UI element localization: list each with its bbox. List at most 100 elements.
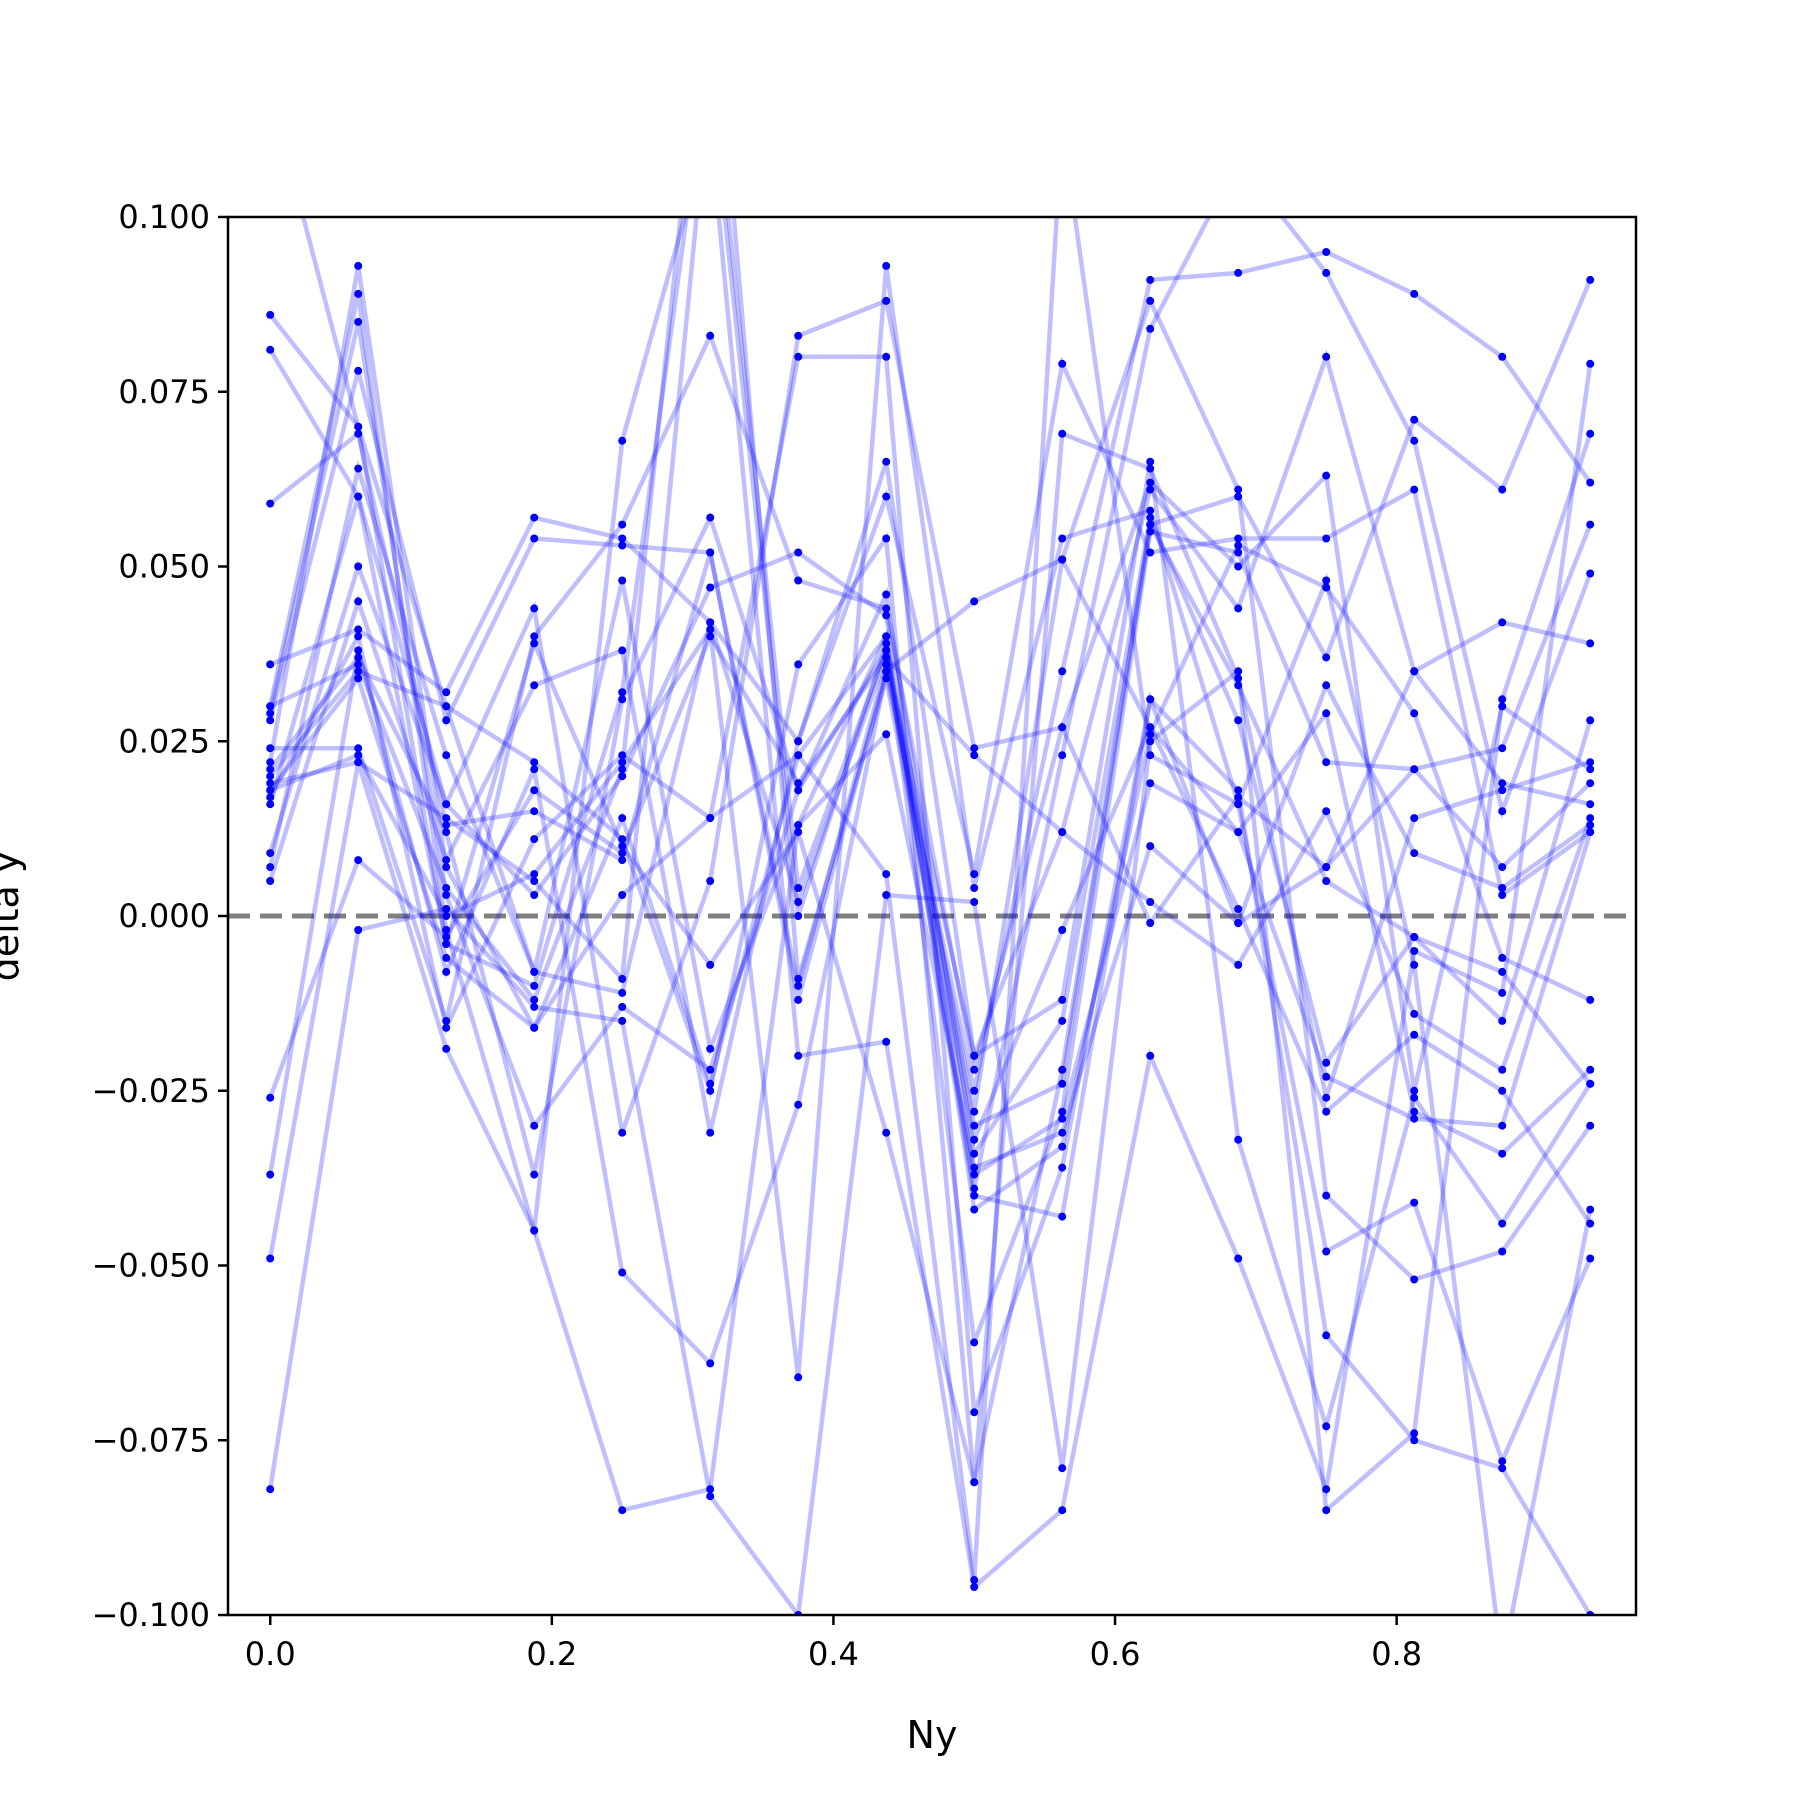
data-point-s23-7: [794, 751, 803, 760]
data-point-s10-14: [1410, 933, 1419, 941]
data-point-s17-6: [706, 632, 715, 641]
data-point-s5-5: [618, 1506, 627, 1515]
data-point-s2-13: [1322, 471, 1331, 480]
data-point-s18-15: [1498, 1086, 1507, 1095]
data-point-s22-5: [618, 974, 627, 983]
series-line-7: [268, 294, 1593, 1283]
data-point-s24-1: [266, 800, 275, 809]
data-point-s8-10: [1058, 723, 1067, 732]
data-point-s4-3: [442, 688, 451, 697]
data-point-s20-13: [1322, 1506, 1331, 1515]
data-point-s15-10: [1058, 1128, 1067, 1137]
data-point-s5-15: [1498, 953, 1507, 962]
data-point-s2-4: [530, 604, 539, 613]
data-point-s16-11: [1146, 457, 1155, 466]
x-axis-ticks: 0.0 0.2 0.4 0.6 0.8: [245, 1615, 1422, 1673]
data-point-s3-13: [1322, 248, 1331, 256]
data-point-s24-6: [706, 960, 715, 969]
data-point-s3-7: [794, 995, 803, 1004]
data-point-s9-8: [882, 632, 891, 641]
x-tick-label: 0.4: [808, 1635, 859, 1673]
data-point-s16-10: [1058, 995, 1067, 1004]
data-point-s6-6: [706, 1065, 715, 1074]
series-line-1: [268, 313, 1592, 996]
data-point-s13-8: [882, 352, 891, 361]
data-point-s1-14: [1410, 485, 1419, 494]
data-point-s19-12: [1234, 1254, 1243, 1263]
data-point-s6-1: [266, 709, 275, 718]
data-point-s2-14: [1410, 1086, 1419, 1095]
data-point-s24-2: [354, 492, 363, 501]
series-line-19: [267, 217, 1593, 1592]
data-point-s25-8: [882, 674, 891, 683]
data-point-s3-1: [266, 499, 275, 508]
data-point-s3-11: [1146, 275, 1155, 284]
data-point-s4-12: [1234, 604, 1243, 613]
data-point-s11-8: [882, 534, 891, 543]
data-point-s19-13: [1322, 1485, 1331, 1494]
data-point-s14-14: [1410, 1107, 1419, 1116]
data-point-s25-15: [1498, 1121, 1507, 1130]
data-point-s5-2: [354, 289, 363, 298]
data-point-s4-13: [1322, 352, 1331, 361]
data-point-s17-1: [266, 1093, 275, 1102]
data-point-s24-10: [1058, 1065, 1067, 1074]
data-point-s22-14: [1410, 436, 1419, 445]
data-point-s9-13: [1322, 758, 1331, 767]
y-tick-label: −0.050: [92, 1247, 210, 1285]
data-point-s25-10: [1058, 926, 1067, 934]
data-point-s23-11: [1146, 751, 1155, 760]
data-point-s20-4: [530, 1002, 539, 1011]
data-point-s7-3: [442, 716, 451, 725]
data-point-s25-7: [794, 974, 803, 983]
data-point-s24-8: [882, 1128, 891, 1137]
data-point-s2-6: [706, 877, 715, 885]
data-point-s19-14: [1410, 947, 1419, 955]
data-point-s10-9: [970, 1149, 979, 1158]
data-point-s24-3: [442, 940, 451, 948]
data-point-s24-12: [1234, 492, 1243, 501]
data-point-s15-5: [618, 576, 627, 585]
data-point-s2-15: [1498, 702, 1507, 711]
data-point-s2-7: [794, 331, 803, 340]
data-point-s8-9: [970, 1065, 979, 1074]
data-point-s18-6: [706, 1359, 715, 1368]
data-point-s14-6: [706, 583, 715, 592]
data-point-s4-5: [618, 534, 627, 543]
data-point-s20-2: [354, 926, 363, 934]
series-line-5: [267, 293, 1592, 1513]
data-point-s12-3: [442, 912, 451, 920]
data-point-s1-1: [266, 310, 275, 319]
series-line-3: [268, 249, 1593, 1092]
data-point-s1-9: [970, 870, 979, 879]
data-point-s4-4: [530, 513, 539, 522]
data-point-s12-11: [1146, 506, 1155, 515]
data-point-s19-1: [266, 1254, 275, 1263]
data-point-s7-13: [1322, 1191, 1331, 1200]
data-point-s8-14: [1410, 667, 1419, 676]
data-point-s7-4: [530, 534, 539, 543]
data-point-s15-16: [1586, 520, 1595, 529]
data-point-s25-12: [1234, 828, 1243, 837]
data-point-s17-15: [1498, 1065, 1507, 1074]
data-point-s5-14: [1410, 709, 1419, 718]
data-point-s25-1: [266, 702, 275, 711]
data-point-s11-10: [1058, 429, 1067, 438]
data-point-s2-11: [1146, 478, 1155, 487]
data-point-s18-12: [1234, 905, 1243, 913]
data-point-s23-3: [442, 953, 451, 962]
y-tick-label: 0.075: [118, 373, 210, 411]
data-point-s19-11: [1146, 1051, 1155, 1060]
data-point-s16-8: [882, 457, 891, 466]
data-point-s6-13: [1322, 877, 1331, 885]
data-point-s5-9: [970, 1205, 979, 1214]
data-point-s4-11: [1146, 485, 1155, 494]
data-point-s2-16: [1586, 765, 1595, 774]
data-point-s25-11: [1146, 723, 1155, 732]
data-point-s20-8: [882, 891, 891, 899]
data-point-s10-16: [1586, 716, 1595, 725]
data-point-s4-1: [266, 660, 275, 669]
data-point-s14-11: [1146, 779, 1155, 788]
data-point-s10-15: [1498, 1016, 1507, 1025]
data-point-s25-9: [970, 1135, 979, 1144]
